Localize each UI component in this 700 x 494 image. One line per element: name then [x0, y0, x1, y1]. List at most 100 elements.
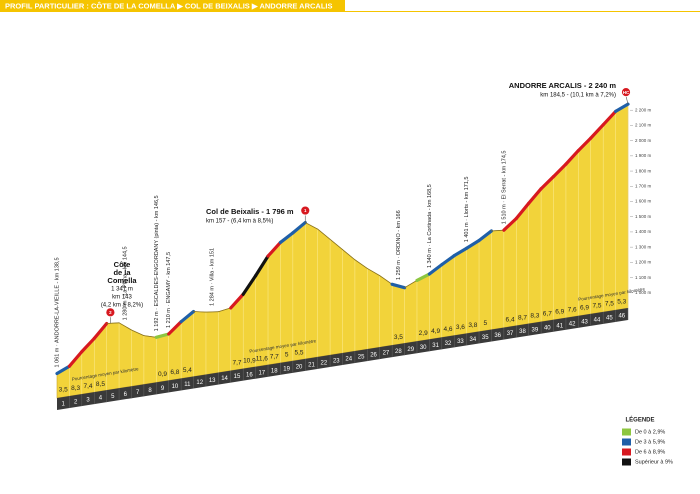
y-tick-label: 2 000 m	[635, 138, 652, 143]
gradient-label: 11,6	[256, 355, 269, 362]
profile-segment	[601, 109, 618, 127]
gradient-label: 8,3	[530, 312, 539, 319]
climb-marker	[105, 307, 116, 318]
profile-segment	[539, 174, 556, 191]
climb-label: 1 347 m	[111, 287, 133, 293]
climb-label: Comella	[107, 276, 137, 285]
km-label: 27	[383, 351, 390, 357]
place-label: 1 284 m · Villa - km 151	[210, 248, 216, 306]
km-label: 45	[606, 316, 613, 322]
profile-segment	[179, 309, 196, 324]
km-label: 35	[482, 335, 489, 341]
legend-swatch	[622, 458, 631, 466]
legend-swatch	[622, 448, 631, 456]
km-label: 31	[432, 343, 439, 349]
profile-segment	[551, 162, 568, 179]
profile-segment	[440, 254, 456, 267]
profile-segment	[576, 136, 593, 153]
y-tick-label: 1 600 m	[635, 199, 652, 204]
profile-segment	[379, 275, 393, 285]
km-label: 18	[271, 368, 278, 374]
climb-category: HC	[623, 90, 630, 95]
gradient-label: 6,9	[555, 308, 564, 315]
climb-label: km 143	[112, 295, 132, 301]
km-label: 7	[136, 390, 140, 396]
gradient-label: 3,5	[394, 334, 403, 341]
profile-segment	[55, 364, 72, 376]
legend-title: LÉGENDE	[625, 416, 654, 424]
profile-segment	[589, 123, 605, 140]
km-label: 19	[283, 366, 290, 372]
gradient-label: 10,9	[243, 357, 256, 364]
y-tick-label: 1 200 m	[635, 260, 652, 265]
y-tick-label: 1 100 m	[635, 275, 652, 280]
y-tick-label: 1 500 m	[635, 214, 652, 219]
gradient-label: 0,9	[158, 371, 167, 378]
climb-label: Côte	[114, 260, 131, 269]
gradient-label: 6,9	[580, 305, 589, 312]
y-tick-label: 1 700 m	[635, 183, 652, 188]
km-label: 34	[469, 337, 476, 343]
km-label: 36	[494, 333, 501, 339]
profile-segment	[427, 263, 444, 276]
km-label: 32	[445, 341, 452, 347]
profile-segment	[131, 329, 145, 337]
climb-marker	[300, 205, 311, 216]
km-label: 40	[544, 325, 551, 331]
gradient-label: 8,7	[518, 314, 527, 321]
profile-segment	[564, 148, 580, 166]
gradient-label: 3,5	[59, 387, 68, 394]
gradient-label: 5,3	[617, 299, 626, 306]
profile-segment	[465, 238, 481, 250]
km-label: 41	[556, 323, 563, 329]
y-tick-label: 1 000 m	[635, 290, 652, 295]
km-label: 16	[246, 372, 253, 378]
gradient-label: 5	[483, 320, 487, 327]
km-label: 1	[62, 402, 66, 408]
gradient-label: 3,6	[456, 324, 465, 331]
profile-segment	[452, 246, 469, 258]
profile-segment	[527, 187, 543, 205]
y-tick-label: 1 800 m	[635, 168, 652, 173]
gradient-label: 5	[285, 352, 289, 359]
gradient-label: 7,5	[605, 301, 614, 308]
gradient-label: 6,4	[506, 316, 515, 323]
profile-segment	[154, 332, 171, 339]
gradient-label: 6,7	[543, 310, 552, 317]
profile-segment	[241, 274, 258, 296]
km-label: 42	[569, 321, 576, 327]
km-label: 6	[124, 392, 128, 398]
profile-segment	[217, 307, 232, 313]
km-label: 13	[209, 378, 216, 384]
gradient-label: 7,7	[232, 359, 241, 366]
km-label: 8	[148, 388, 152, 394]
gradient-label: 4,9	[431, 328, 440, 335]
km-label: 5	[111, 394, 115, 400]
gradient-label: 5,5	[295, 350, 304, 357]
profile-segment	[278, 231, 295, 245]
km-label: 26	[370, 353, 377, 359]
km-label: 33	[457, 339, 464, 345]
legend-swatch	[622, 438, 631, 446]
y-tick-label: 2 200 m	[635, 107, 652, 112]
profile-segment	[329, 238, 343, 250]
gradient-label: 7,4	[84, 383, 93, 390]
km-label: 38	[519, 329, 526, 335]
km-label: 43	[581, 319, 588, 325]
climb-label: km 184,5 - (10,1 km à 7,2%)	[540, 93, 616, 99]
km-label: 44	[594, 317, 601, 323]
km-label: 9	[161, 386, 165, 392]
profile-segment	[415, 272, 431, 283]
km-label: 12	[196, 380, 203, 386]
profile-segment	[390, 282, 407, 290]
profile-segment	[342, 249, 356, 261]
place-label: 1 280 m · La Plana - km 144,5	[123, 246, 129, 320]
profile-segment	[291, 220, 307, 235]
place-label: 1 061 m · ANDORRE-LA-VIEILLE - km 138,5	[54, 257, 60, 367]
place-label: 1 340 m · La Cortinada - km 168,5	[427, 184, 433, 268]
gradient-label: 3,8	[468, 322, 477, 329]
km-label: 37	[507, 331, 514, 337]
km-label: 11	[184, 382, 191, 388]
climb-category: 1	[304, 208, 307, 213]
y-tick-label: 2 100 m	[635, 123, 652, 128]
